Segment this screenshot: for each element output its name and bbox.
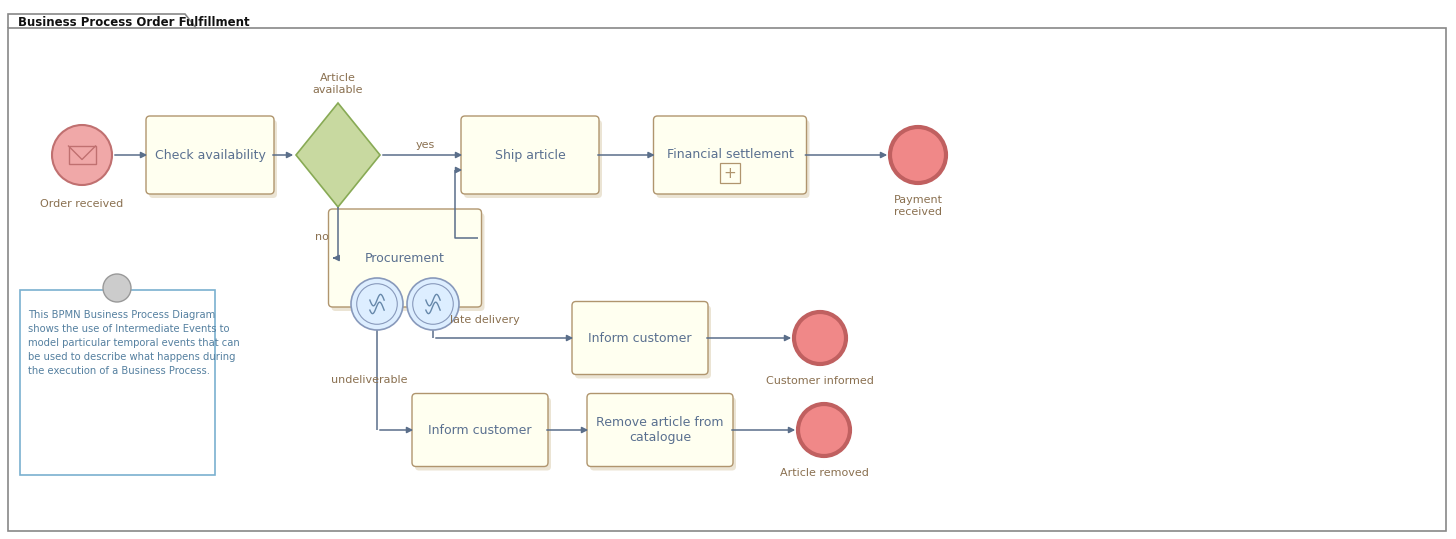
FancyBboxPatch shape <box>654 116 807 194</box>
Circle shape <box>408 278 459 330</box>
FancyBboxPatch shape <box>7 28 1446 531</box>
Text: Inform customer: Inform customer <box>428 424 531 437</box>
Text: Article removed: Article removed <box>779 468 868 478</box>
FancyBboxPatch shape <box>462 116 598 194</box>
FancyBboxPatch shape <box>657 120 810 198</box>
Text: Customer informed: Customer informed <box>766 376 874 386</box>
Circle shape <box>351 278 403 330</box>
Polygon shape <box>296 103 380 207</box>
Circle shape <box>890 127 946 183</box>
Text: Article
available: Article available <box>313 73 363 95</box>
Text: Check availability: Check availability <box>154 149 265 162</box>
Circle shape <box>794 312 846 364</box>
FancyBboxPatch shape <box>590 397 735 471</box>
Text: Remove article from
catalogue: Remove article from catalogue <box>597 416 724 445</box>
FancyBboxPatch shape <box>412 393 547 466</box>
Text: Ship article: Ship article <box>495 149 565 162</box>
Text: Procurement: Procurement <box>365 252 446 265</box>
Circle shape <box>798 404 850 456</box>
Text: Payment
received: Payment received <box>894 195 942 217</box>
FancyBboxPatch shape <box>415 397 550 471</box>
Text: This BPMN Business Process Diagram
shows the use of Intermediate Events to
model: This BPMN Business Process Diagram shows… <box>28 310 240 376</box>
Text: yes: yes <box>415 140 435 150</box>
Circle shape <box>103 274 131 302</box>
FancyBboxPatch shape <box>146 116 274 194</box>
Text: Inform customer: Inform customer <box>588 331 692 344</box>
FancyBboxPatch shape <box>332 213 485 311</box>
FancyBboxPatch shape <box>587 393 732 466</box>
Circle shape <box>52 125 112 185</box>
Text: Order received: Order received <box>41 199 124 209</box>
Text: undeliverable: undeliverable <box>331 375 408 385</box>
FancyBboxPatch shape <box>464 120 601 198</box>
FancyBboxPatch shape <box>20 290 215 475</box>
FancyBboxPatch shape <box>572 301 708 375</box>
Text: no: no <box>314 232 329 242</box>
Text: Business Process Order Fulfillment: Business Process Order Fulfillment <box>17 16 249 29</box>
FancyBboxPatch shape <box>149 120 277 198</box>
Text: Financial settlement: Financial settlement <box>667 149 794 162</box>
Text: +: + <box>724 165 737 181</box>
Text: late delivery: late delivery <box>450 315 520 325</box>
FancyBboxPatch shape <box>329 209 482 307</box>
FancyBboxPatch shape <box>575 306 711 378</box>
